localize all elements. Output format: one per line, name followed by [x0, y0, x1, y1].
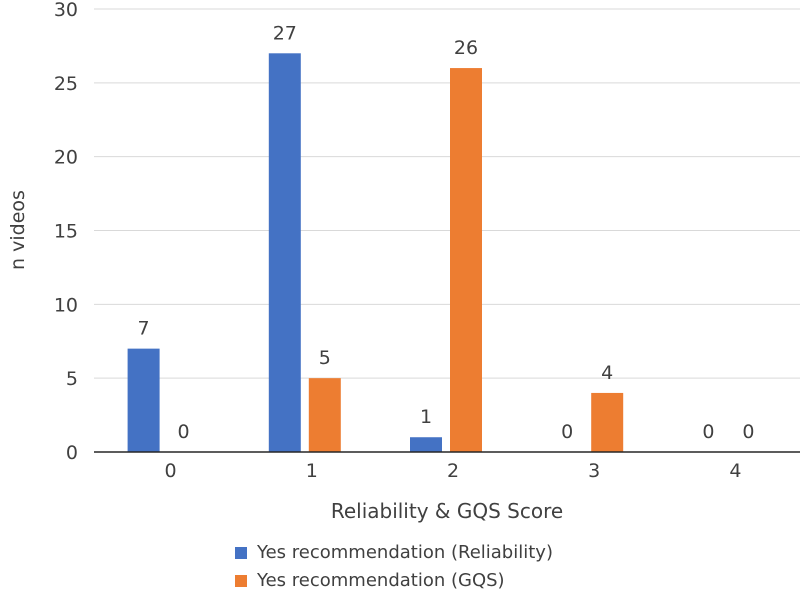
data-label: 27: [273, 22, 297, 44]
bar-reliability: [268, 53, 301, 453]
data-label: 7: [138, 318, 150, 340]
data-label: 4: [601, 362, 613, 384]
bar-reliability: [410, 437, 442, 452]
x-axis-title: Reliability & GQS Score: [331, 499, 563, 523]
bar-gqs: [308, 378, 341, 452]
legend-label-gqs: Yes recommendation (GQS): [257, 570, 505, 591]
data-label: 0: [561, 421, 573, 443]
legend-item-gqs: Yes recommendation (GQS): [235, 570, 505, 591]
y-tick-label: 25: [54, 73, 78, 95]
y-tick-label: 5: [66, 368, 78, 390]
bar-gqs: [591, 392, 624, 452]
bar-gqs: [450, 68, 482, 453]
data-label: 0: [702, 421, 714, 443]
y-tick-label: 0: [66, 442, 78, 464]
x-tick-label: 4: [729, 460, 741, 482]
data-label: 0: [742, 421, 754, 443]
x-tick-label: 3: [588, 460, 600, 482]
y-tick-label: 20: [54, 147, 78, 169]
y-tick-label: 15: [54, 221, 78, 243]
data-label: 26: [454, 37, 478, 59]
data-label: 0: [178, 421, 190, 443]
data-label: 1: [420, 406, 432, 428]
y-axis-title: n videos: [7, 190, 29, 270]
legend-label-reliability: Yes recommendation (Reliability): [257, 542, 553, 563]
bar-reliability: [127, 348, 160, 452]
x-tick-label: 2: [447, 460, 459, 482]
legend-swatch-reliability: [235, 546, 247, 559]
legend-item-reliability: Yes recommendation (Reliability): [235, 542, 553, 563]
legend-swatch-gqs: [235, 574, 247, 587]
y-tick-label: 30: [54, 0, 78, 21]
y-tick-label: 10: [54, 294, 78, 316]
x-tick-label: 0: [165, 460, 177, 482]
data-label: 5: [319, 347, 331, 369]
x-tick-label: 1: [306, 460, 318, 482]
